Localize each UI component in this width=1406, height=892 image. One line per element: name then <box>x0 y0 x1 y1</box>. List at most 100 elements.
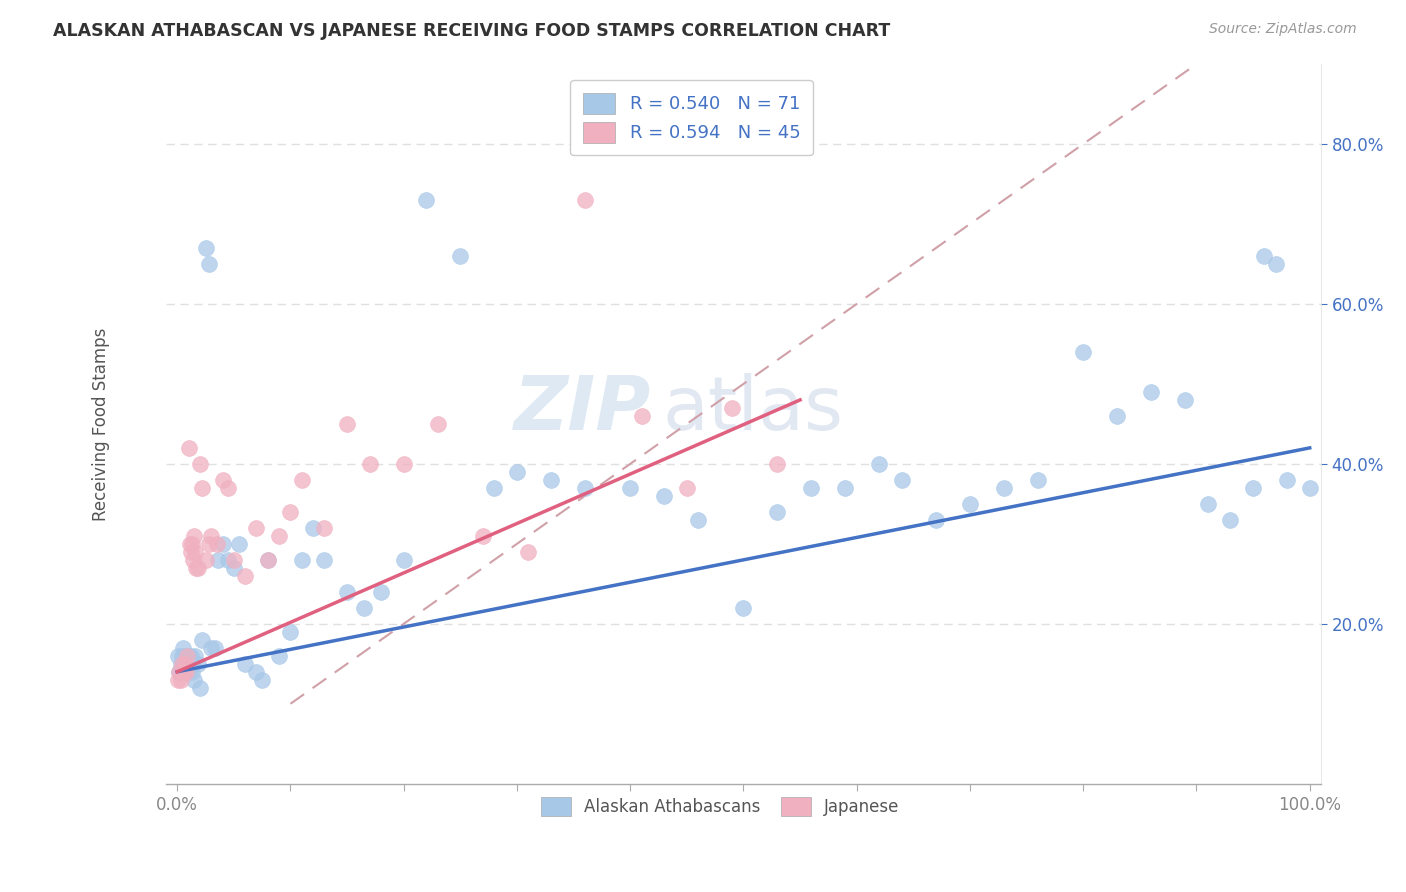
Point <box>172 665 194 679</box>
Point <box>256 553 278 567</box>
Point <box>176 665 198 679</box>
Point <box>891 473 914 487</box>
Text: ZIP: ZIP <box>513 373 651 446</box>
Text: Source: ZipAtlas.com: Source: ZipAtlas.com <box>1209 22 1357 37</box>
Point <box>250 673 273 687</box>
Point <box>733 600 755 615</box>
Point <box>194 553 217 567</box>
Point <box>1107 409 1129 423</box>
Point <box>314 553 336 567</box>
Point <box>169 665 191 679</box>
Point <box>176 648 198 663</box>
Point <box>1241 481 1264 495</box>
Point <box>721 401 744 415</box>
Point <box>181 657 204 671</box>
Point <box>619 481 641 495</box>
Point <box>200 529 222 543</box>
Point <box>179 537 201 551</box>
Point <box>1197 497 1219 511</box>
Point <box>222 553 245 567</box>
Point <box>540 473 562 487</box>
Point <box>291 553 314 567</box>
Point <box>353 600 375 615</box>
Point <box>191 632 214 647</box>
Point <box>177 648 200 663</box>
Point <box>676 481 699 495</box>
Point <box>392 457 415 471</box>
Point <box>959 497 981 511</box>
Point <box>174 648 197 663</box>
Point <box>200 640 222 655</box>
Point <box>169 673 191 687</box>
Point <box>517 545 540 559</box>
Point <box>472 529 495 543</box>
Point <box>217 481 239 495</box>
Point <box>256 553 278 567</box>
Point <box>222 561 245 575</box>
Point <box>1275 473 1298 487</box>
Point <box>630 409 652 423</box>
Point <box>205 537 228 551</box>
Point <box>172 640 194 655</box>
Point <box>188 457 211 471</box>
Y-axis label: Receiving Food Stamps: Receiving Food Stamps <box>93 327 110 521</box>
Point <box>186 561 208 575</box>
Point <box>245 665 267 679</box>
Point <box>184 648 207 663</box>
Point <box>336 417 359 431</box>
Point <box>187 657 209 671</box>
Point <box>359 457 381 471</box>
Point <box>170 657 193 671</box>
Point <box>280 505 302 519</box>
Point <box>370 584 392 599</box>
Point <box>174 665 197 679</box>
Point <box>174 657 197 671</box>
Point <box>174 657 197 671</box>
Point <box>167 648 190 663</box>
Point <box>177 441 200 455</box>
Point <box>180 545 202 559</box>
Point <box>766 505 789 519</box>
Point <box>426 417 449 431</box>
Point <box>415 193 437 207</box>
Point <box>233 657 256 671</box>
Point <box>198 257 221 271</box>
Point <box>484 481 506 495</box>
Point <box>336 584 359 599</box>
Text: ALASKAN ATHABASCAN VS JAPANESE RECEIVING FOOD STAMPS CORRELATION CHART: ALASKAN ATHABASCAN VS JAPANESE RECEIVING… <box>53 22 890 40</box>
Point <box>280 624 302 639</box>
Point <box>183 673 205 687</box>
Point <box>925 513 948 527</box>
Point <box>766 457 789 471</box>
Point <box>184 545 207 559</box>
Point <box>181 537 204 551</box>
Point <box>652 489 675 503</box>
Point <box>291 473 314 487</box>
Point <box>228 537 250 551</box>
Point <box>574 193 596 207</box>
Point <box>688 513 710 527</box>
Point <box>194 241 217 255</box>
Point <box>506 465 529 479</box>
Point <box>993 481 1015 495</box>
Point <box>211 537 233 551</box>
Point <box>181 665 204 679</box>
Point <box>1299 481 1322 495</box>
Point <box>180 648 202 663</box>
Point <box>800 481 823 495</box>
Point <box>269 648 291 663</box>
Point <box>204 640 226 655</box>
Point <box>449 249 471 263</box>
Point <box>574 481 596 495</box>
Point <box>868 457 890 471</box>
Point <box>314 521 336 535</box>
Legend: Alaskan Athabascans, Japanese: Alaskan Athabascans, Japanese <box>531 787 910 826</box>
Point <box>173 665 195 679</box>
Point <box>245 521 267 535</box>
Text: atlas: atlas <box>662 373 844 446</box>
Point <box>191 481 214 495</box>
Point <box>217 553 239 567</box>
Point <box>170 648 193 663</box>
Point <box>207 553 229 567</box>
Point <box>1174 392 1197 407</box>
